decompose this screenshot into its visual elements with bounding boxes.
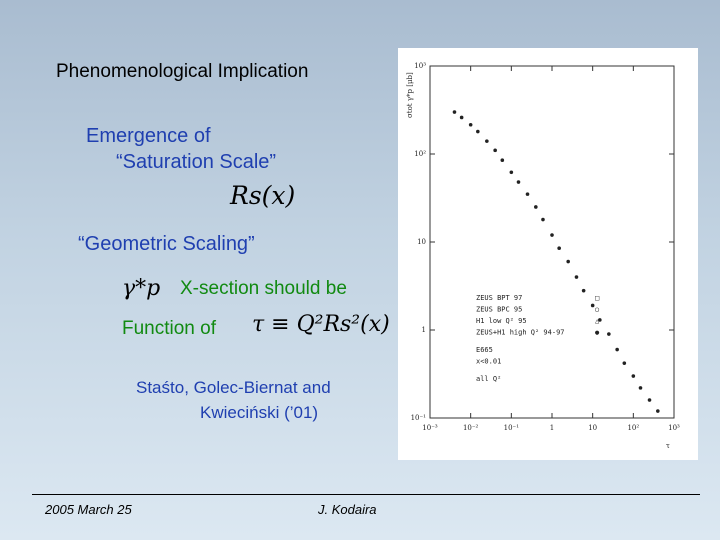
data-point	[500, 158, 505, 163]
legend-entry: H1 low Q² 95	[476, 317, 527, 325]
y-tick-label: 10	[417, 238, 426, 246]
y-tick-label: 10⁻¹	[411, 414, 427, 422]
legend-marker: ●	[595, 329, 600, 337]
data-point	[581, 288, 586, 293]
y-axis-label: σtot γ*p [μb]	[406, 72, 414, 118]
function-of-text: Function of	[122, 318, 216, 339]
data-point	[656, 409, 660, 413]
x-tick-label: 10⁻²	[463, 424, 479, 432]
legend-marker: □	[595, 294, 599, 302]
y-tick-label: 10³	[414, 62, 426, 70]
geometric-scaling-plot: 10⁻¹ 1 10 10² 10³ 10⁻³ 10⁻² 10⁻¹ 1 10 10² 10³ σtot…	[398, 48, 698, 460]
saturation-scale-label: “Saturation Scale”	[116, 151, 277, 173]
chart-legend: ZEUS BPT 97 ZEUS BPC 95 H1 low Q² 95 ZEUS+H…	[476, 294, 600, 383]
authors-line-1: Staśto, Golec-Biernat and	[136, 378, 331, 397]
xsection-text: X-section should be	[180, 278, 347, 299]
x-tick-label: 10⁻¹	[504, 424, 520, 432]
data-point	[615, 347, 619, 352]
footer-author: J. Kodaira	[318, 502, 377, 517]
footer-date: 2005 March 25	[45, 502, 132, 517]
legend-entry: ZEUS BPT 97	[476, 294, 522, 302]
data-point	[534, 205, 538, 209]
data-point	[638, 386, 643, 390]
legend-entry: all Q²	[476, 375, 501, 383]
data-point	[516, 180, 521, 184]
data-point	[557, 246, 561, 251]
saturation-formula: Rs(x)	[230, 181, 296, 210]
data-point	[574, 275, 579, 279]
data-point	[485, 139, 489, 143]
data-point	[476, 129, 480, 134]
x-axis-label: τ	[666, 442, 670, 450]
gamma-p-formula: γ*p	[122, 276, 161, 301]
data-point	[622, 361, 627, 365]
x-tick-label: 1	[550, 424, 554, 432]
footer-rule	[32, 494, 700, 495]
x-tick-label: 10³	[668, 424, 680, 432]
x-tick-label: 10²	[627, 424, 639, 432]
slide-title: Phenomenological Implication	[56, 61, 309, 82]
data-point	[566, 259, 570, 264]
legend-entry: ZEUS BPC 95	[476, 306, 522, 314]
data-point	[452, 110, 457, 114]
legend-entry: E665	[476, 346, 493, 354]
data-point	[607, 332, 611, 336]
plot-frame	[429, 65, 675, 419]
x-tick-label: 10	[588, 424, 597, 432]
legend-marker: △	[595, 317, 600, 325]
legend-entry: ZEUS+H1 high Q² 94-97	[476, 329, 565, 337]
legend-marker: ○	[595, 306, 599, 314]
data-point	[459, 115, 464, 120]
y-tick-label: 10²	[414, 150, 426, 158]
tau-formula: τ ≡ Q²Rs²(x)	[252, 312, 390, 337]
data-point	[493, 148, 497, 153]
emergence-label: Emergence of	[86, 125, 211, 147]
data-point	[550, 233, 554, 237]
legend-entry: x<0.01	[476, 358, 501, 366]
authors-line-2: Kwieciński (’01)	[200, 403, 319, 422]
data-point	[631, 374, 636, 378]
x-tick-label: 10⁻³	[422, 424, 438, 432]
data-point	[647, 398, 652, 402]
data-point	[525, 192, 530, 196]
geometric-scaling-label: “Geometric Scaling”	[78, 233, 255, 255]
data-point	[541, 217, 545, 222]
data-point	[468, 122, 473, 127]
data-point	[509, 170, 514, 175]
data-point	[598, 318, 602, 322]
data-point	[590, 303, 595, 308]
y-tick-label: 1	[422, 326, 426, 334]
